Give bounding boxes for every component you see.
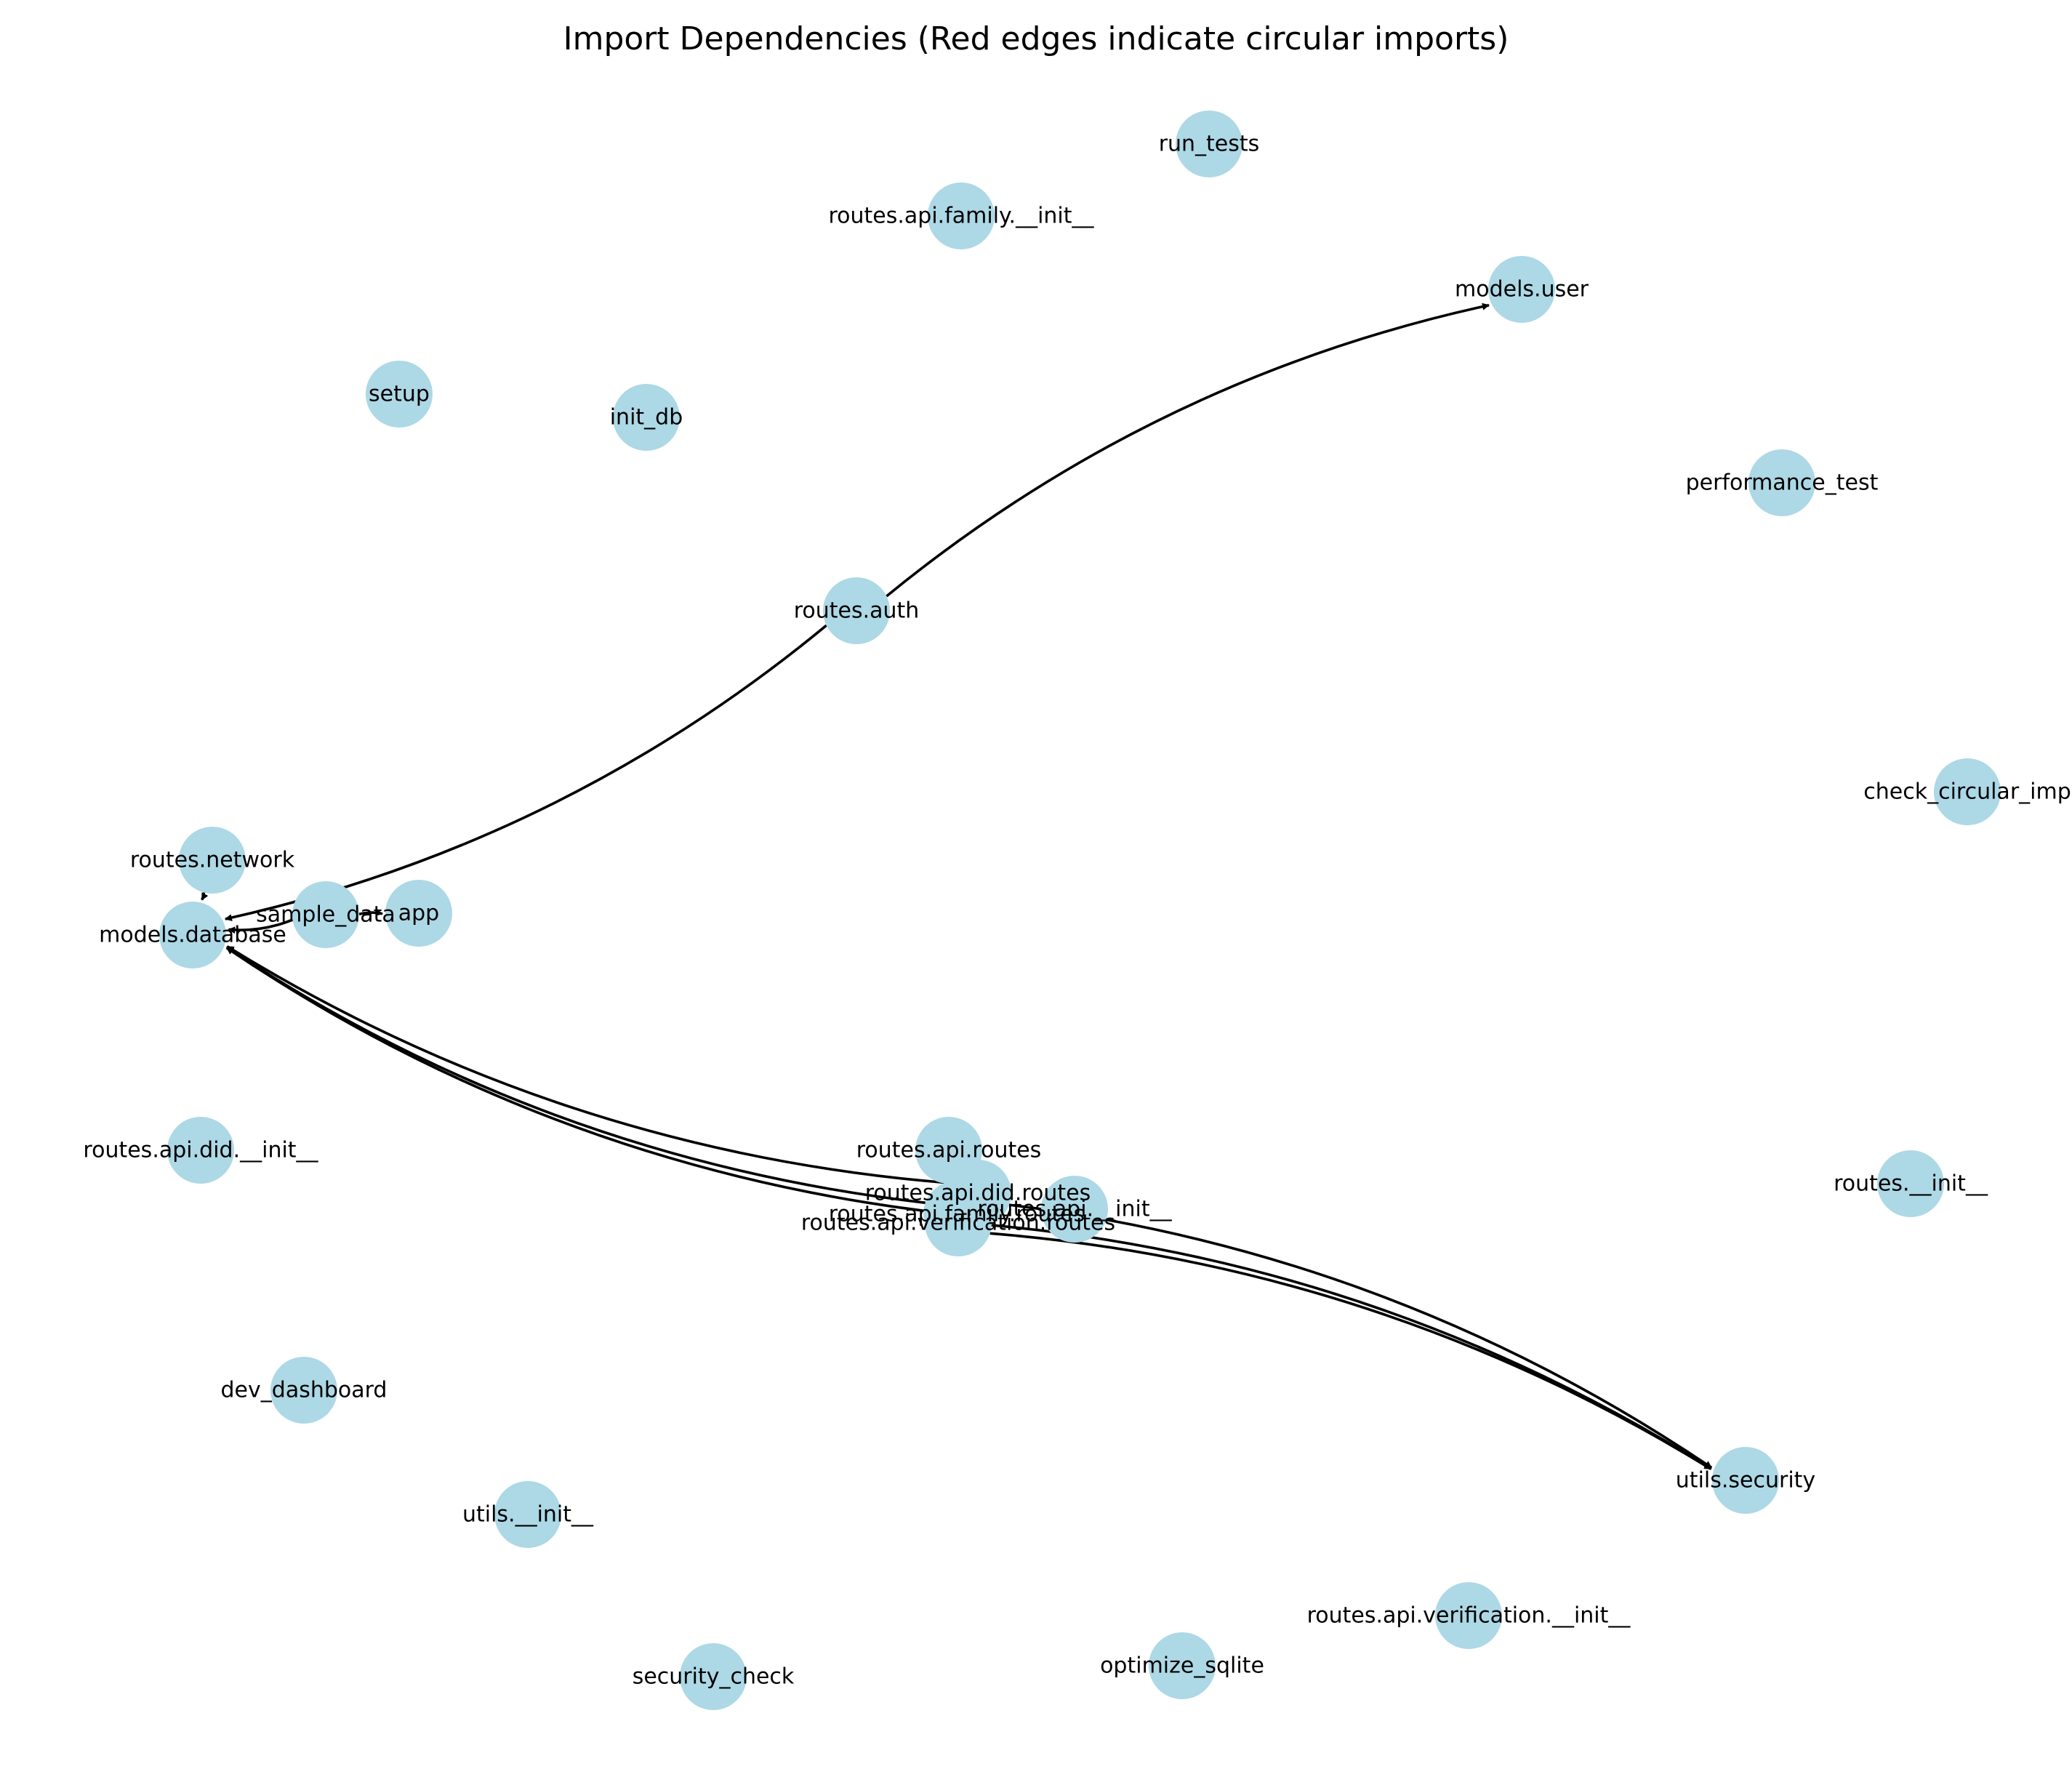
node-label-models-user: models.user [1455, 277, 1589, 302]
node-label-app: app [398, 901, 439, 926]
node-label-performance-test: performance_test [1686, 470, 1879, 496]
node-label-utils-security: utils.security [1676, 1468, 1815, 1493]
nodes-layer [159, 111, 2001, 1710]
node-label-security-check: security_check [633, 1664, 795, 1690]
edge-sample-data-to-app [358, 908, 383, 916]
edge-routes-api-verification-routes-to-utils-security [989, 1232, 1712, 1471]
edge-routes-api-family-routes-to-utils-security [988, 1223, 1712, 1470]
labels-layer: run_tests routes.api.family.__init__model… [83, 132, 2071, 1690]
node-label-routes-api-did-init: routes.api.did.__init__ [83, 1138, 318, 1163]
edges-layer [201, 302, 1713, 1471]
edge-routes-network-to-models-database [201, 892, 209, 901]
node-utils-init [494, 1481, 561, 1548]
edge-routes-api-family-routes-to-models-database [225, 946, 925, 1204]
edge-routes-auth-to-models-user [886, 302, 1490, 598]
node-label-optimize-sqlite: optimize_sqlite [1100, 1653, 1264, 1679]
node-run-tests [1176, 111, 1242, 177]
edge-routes-api-did-routes-to-utils-security [1008, 1203, 1713, 1469]
node-setup [366, 361, 433, 428]
edge-routes-api-verification-routes-to-models-database [225, 947, 928, 1213]
edge-routes-auth-to-models-database [224, 624, 827, 921]
node-label-routes-api-family-init: routes.api.family.__init__ [828, 204, 1094, 229]
node-dev-dashboard [270, 1357, 337, 1424]
node-optimize-sqlite [1149, 1632, 1216, 1699]
node-label-check-circular-imp: check_circular_imp [1863, 779, 2071, 805]
node-sample-data [292, 881, 359, 948]
node-security-check [680, 1643, 747, 1710]
node-models-user [1488, 256, 1555, 323]
node-label-sample-data: sample_data [256, 902, 395, 928]
node-label-dev-dashboard: dev_dashboard [221, 1378, 388, 1403]
node-label-routes-auth: routes.auth [794, 598, 920, 624]
chart-title: Import Dependencies (Red edges indicate … [563, 20, 1509, 57]
node-routes-api-verification-routes [925, 1190, 992, 1256]
node-app [385, 880, 452, 947]
node-performance-test [1748, 449, 1815, 516]
node-routes-api-init [1041, 1176, 1108, 1243]
node-routes-init [1877, 1150, 1944, 1217]
node-routes-network [179, 827, 246, 894]
node-routes-api-family-init [928, 182, 995, 249]
node-label-run-tests: run_tests [1159, 132, 1260, 157]
node-label-models-database: models.database [99, 923, 286, 948]
edge-sample-data-to-models-database [228, 918, 294, 934]
node-routes-api-verification-init [1435, 1582, 1502, 1649]
node-label-routes-api-verification-init: routes.api.verification.__init__ [1307, 1603, 1631, 1629]
node-routes-auth [823, 577, 890, 644]
node-label-routes-network: routes.network [130, 848, 295, 873]
node-label-setup: setup [369, 382, 430, 407]
edge-routes-api-did-routes-to-models-database [226, 945, 947, 1184]
node-routes-api-did-init [167, 1117, 234, 1184]
node-label-routes-api-family-routes: routes.api.family.routes [829, 1202, 1085, 1227]
node-label-init-db: init_db [610, 405, 683, 430]
node-models-database [159, 902, 226, 968]
node-utils-security [1712, 1447, 1779, 1514]
node-check-circular-imp [1934, 758, 2001, 825]
node-label-routes-api-routes: routes.api.routes [856, 1138, 1042, 1163]
node-label-utils-init: utils.__init__ [462, 1502, 594, 1528]
node-init-db [613, 384, 680, 451]
node-label-routes-api-init: routes.api.__init__ [977, 1197, 1172, 1222]
node-label-routes-init: routes.__init__ [1834, 1171, 1988, 1197]
node-label-routes-api-verification-routes: routes.api.verification.routes [801, 1211, 1115, 1236]
node-label-routes-api-did-routes: routes.api.did.routes [865, 1181, 1091, 1206]
